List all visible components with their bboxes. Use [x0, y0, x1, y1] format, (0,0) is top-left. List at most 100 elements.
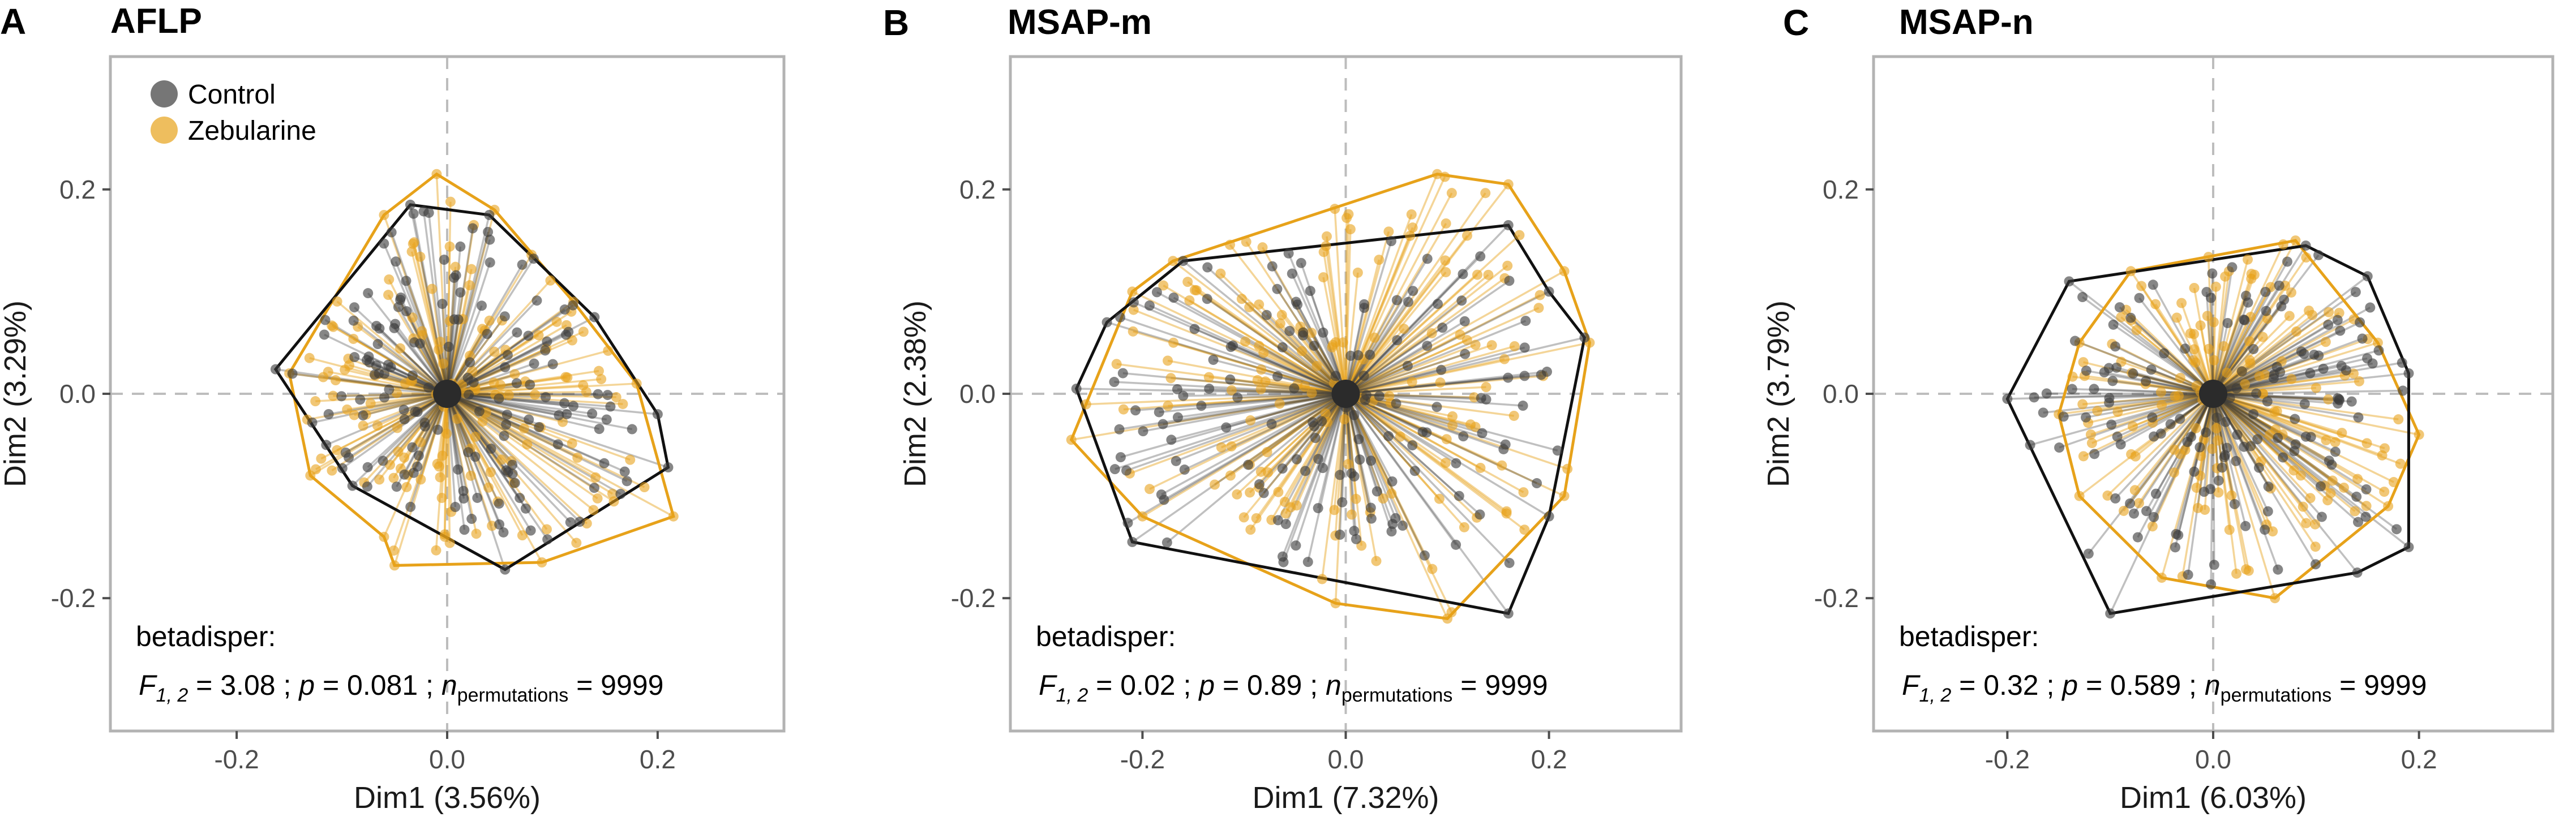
- point-zebularine: [2192, 502, 2203, 513]
- spoke-zebularine: [1345, 341, 1590, 395]
- point-control: [1366, 513, 1377, 524]
- point-control: [1437, 322, 1448, 333]
- point-zebularine: [1461, 335, 1472, 346]
- spoke-control: [1344, 393, 1394, 482]
- spoke-zebularine: [1345, 393, 1568, 470]
- spoke-control: [1345, 290, 1550, 395]
- point-control: [1204, 384, 1215, 394]
- spoke-control: [446, 316, 506, 395]
- point-zebularine: [2257, 332, 2268, 342]
- point-control: [477, 300, 487, 311]
- point-zebularine: [2130, 451, 2141, 462]
- point-control: [2251, 388, 2262, 399]
- spoke-control: [1237, 393, 1346, 399]
- point-control: [1337, 497, 1348, 508]
- point-zebularine: [581, 386, 592, 397]
- point-control: [2276, 301, 2287, 312]
- point-control: [1127, 536, 1138, 547]
- point-zebularine: [2284, 311, 2295, 321]
- point-zebularine: [571, 538, 582, 548]
- spoke-zebularine: [446, 393, 452, 512]
- point-control: [1520, 316, 1531, 326]
- spoke-control: [2213, 393, 2367, 491]
- point-control: [1398, 521, 1408, 531]
- spoke-zebularine: [447, 393, 528, 445]
- spoke-zebularine: [2212, 311, 2330, 395]
- point-zebularine: [1118, 404, 1129, 415]
- point-control: [2299, 349, 2309, 359]
- point-zebularine: [1343, 459, 1353, 470]
- spoke-control: [446, 393, 466, 530]
- spoke-control: [1282, 393, 1347, 563]
- point-zebularine: [427, 283, 438, 294]
- point-zebularine: [1203, 372, 1214, 382]
- point-control: [2397, 358, 2407, 368]
- y-axis-label: Dim2 (3.79%): [1761, 300, 1795, 487]
- point-control: [379, 392, 390, 403]
- point-zebularine: [1499, 354, 1510, 364]
- point-control: [1221, 422, 1232, 433]
- point-zebularine: [2243, 254, 2253, 265]
- spoke-zebularine: [2213, 393, 2389, 508]
- spoke-control: [2074, 339, 2214, 395]
- spoke-control: [447, 393, 607, 421]
- point-control: [500, 564, 511, 575]
- spoke-control: [2212, 393, 2284, 458]
- point-zebularine: [1426, 328, 1437, 339]
- point-control: [2353, 412, 2364, 423]
- point-control: [1518, 401, 1528, 411]
- point-control: [2231, 383, 2242, 394]
- spoke-control: [2068, 280, 2214, 395]
- spoke-control: [1345, 255, 1481, 395]
- point-zebularine: [2218, 341, 2229, 351]
- point-zebularine: [1299, 381, 1310, 392]
- point-zebularine: [323, 367, 333, 377]
- y-tick-label: 0.2: [59, 175, 96, 204]
- spoke-zebularine: [1344, 223, 1447, 394]
- spoke-zebularine: [446, 285, 471, 394]
- point-control: [501, 419, 512, 430]
- point-control: [1349, 410, 1360, 420]
- spoke-zebularine: [1345, 332, 1433, 395]
- point-control: [1166, 435, 1177, 445]
- point-control: [1579, 332, 1590, 343]
- spoke-control: [447, 393, 529, 421]
- spoke-zebularine: [1344, 235, 1411, 394]
- point-zebularine: [450, 261, 461, 272]
- spoke-control: [1143, 393, 1346, 432]
- spoke-control: [1119, 393, 1346, 431]
- point-control: [1409, 466, 1420, 476]
- spoke-control: [447, 393, 595, 489]
- spoke-zebularine: [446, 393, 451, 543]
- spoke-zebularine: [1131, 290, 1347, 395]
- point-control: [589, 312, 600, 322]
- point-control: [1552, 445, 1563, 456]
- point-zebularine: [1209, 479, 1220, 490]
- point-zebularine: [2244, 336, 2254, 347]
- point-zebularine: [2170, 391, 2180, 402]
- spoke-zebularine: [1344, 393, 1448, 620]
- point-zebularine: [431, 545, 442, 556]
- point-zebularine: [596, 374, 607, 385]
- spoke-control: [2213, 393, 2338, 399]
- point-zebularine: [433, 344, 444, 355]
- point-control: [2173, 530, 2184, 540]
- spoke-control: [1345, 345, 1428, 395]
- spoke-zebularine: [1250, 393, 1346, 422]
- spoke-control: [367, 393, 448, 468]
- spoke-control: [2213, 389, 2403, 395]
- point-control: [1330, 371, 1341, 381]
- point-control: [2373, 345, 2384, 356]
- spoke-control: [1345, 393, 1510, 564]
- point-zebularine: [1273, 487, 1284, 497]
- point-control: [1309, 421, 1319, 432]
- point-control: [2299, 398, 2310, 409]
- point-zebularine: [1447, 420, 1458, 431]
- point-control: [2083, 548, 2094, 559]
- point-zebularine: [1128, 326, 1138, 337]
- point-zebularine: [1439, 171, 1450, 182]
- x-axis-label: Dim1 (3.56%): [354, 781, 541, 815]
- spoke-zebularine: [1266, 393, 1347, 453]
- point-zebularine: [1374, 255, 1385, 265]
- point-control: [601, 414, 612, 425]
